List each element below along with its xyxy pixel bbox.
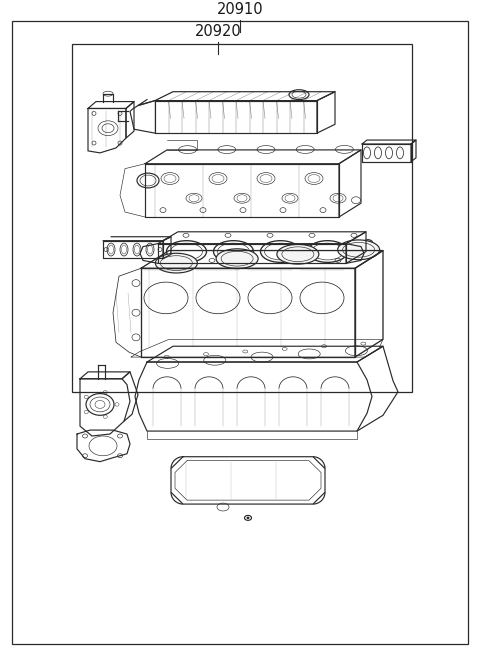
Ellipse shape	[337, 240, 380, 260]
Ellipse shape	[204, 356, 226, 365]
Ellipse shape	[167, 241, 206, 262]
Ellipse shape	[247, 517, 250, 519]
Text: 20920: 20920	[194, 24, 241, 39]
Ellipse shape	[261, 241, 300, 262]
Ellipse shape	[156, 253, 197, 273]
Ellipse shape	[156, 358, 179, 368]
Ellipse shape	[277, 245, 319, 264]
Ellipse shape	[214, 241, 253, 262]
Ellipse shape	[251, 352, 273, 362]
Ellipse shape	[308, 241, 348, 262]
Ellipse shape	[216, 249, 258, 268]
Bar	[72, 45, 412, 392]
Text: 20910: 20910	[216, 2, 264, 17]
Ellipse shape	[298, 349, 320, 359]
Ellipse shape	[346, 346, 367, 356]
